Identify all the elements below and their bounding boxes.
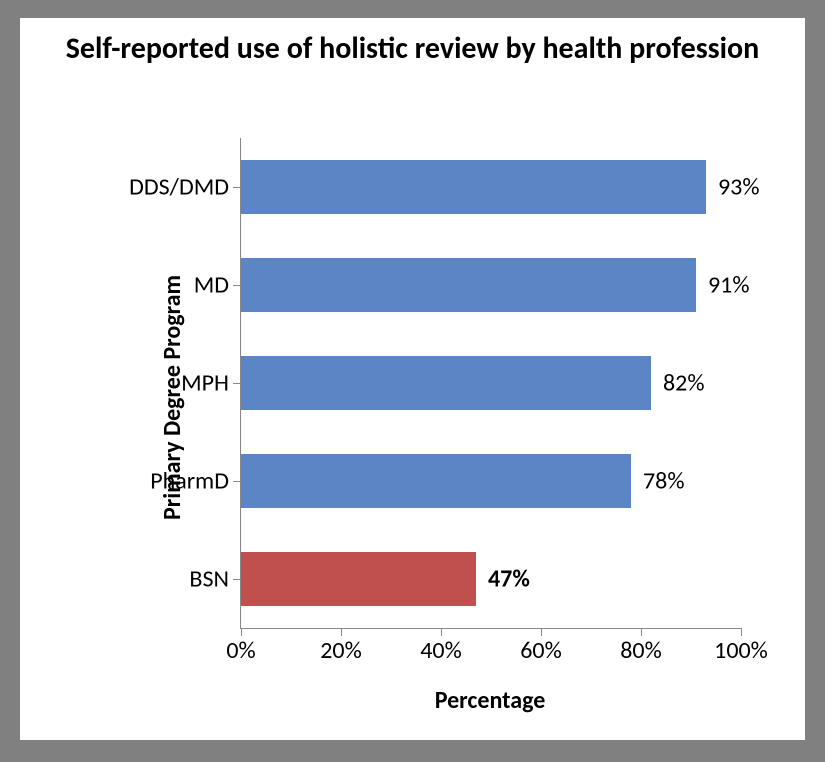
bar [241,258,696,312]
x-tick-label: 80% [620,628,661,665]
y-tick-label: DDS/DMD [129,173,241,202]
bar [241,160,706,214]
y-tick-label: BSN [189,565,241,594]
bar-value-label: 91% [708,271,749,300]
y-tick-label: MD [194,271,241,300]
x-tick-label: 60% [520,628,561,665]
y-axis-label: Primary Degree Program [158,275,187,520]
chart-title: Self-reported use of holistic review by … [20,18,805,65]
plot-area: 0%20%40%60%80%100%DDS/DMD93%MD91%MPH82%P… [240,138,741,629]
bar [241,454,631,508]
bar-value-label: 78% [643,467,684,496]
x-tick-label: 0% [226,628,255,665]
bar-value-label: 47% [488,565,530,594]
x-tick-label: 40% [420,628,461,665]
x-tick-label: 100% [714,628,768,665]
bar [241,552,476,606]
bar-value-label: 82% [663,369,704,398]
chart-panel: Self-reported use of holistic review by … [20,18,805,740]
x-tick-label: 20% [320,628,361,665]
y-tick-label: MPH [181,369,241,398]
bar [241,356,651,410]
bar-value-label: 93% [718,173,759,202]
x-axis-label: Percentage [435,686,546,715]
